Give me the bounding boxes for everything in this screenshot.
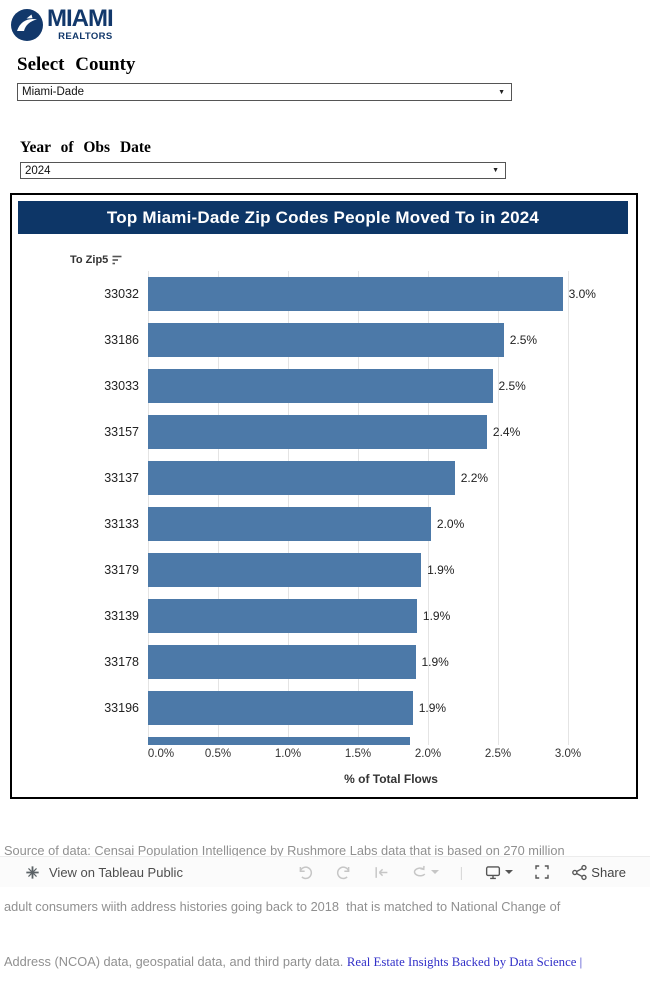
undo-icon [299, 865, 312, 879]
tableau-toolbar: View on Tableau Public [0, 856, 650, 887]
x-tick-label: 0.5% [204, 748, 232, 760]
bar[interactable] [148, 415, 487, 449]
column-header-label: To Zip5 [70, 254, 109, 266]
zip-code-label: 33137 [104, 471, 139, 485]
bar[interactable] [148, 369, 493, 403]
fullscreen-icon [535, 865, 549, 879]
tableau-logo-icon [26, 865, 39, 879]
insights-link[interactable]: Real Estate Insights Backed by Data Scie… [346, 955, 583, 969]
bar-value-label: 2.5% [498, 379, 526, 393]
bar-row: 33178 1.9% [12, 639, 634, 685]
zip-code-label: 33186 [104, 333, 139, 347]
bar-row: 33186 2.5% [12, 317, 634, 363]
bar-row [12, 731, 634, 745]
bar[interactable] [148, 737, 410, 745]
logo-sub-text: REALTORS [58, 31, 113, 42]
bar-row: 33139 1.9% [12, 593, 634, 639]
year-dropdown-value: 2024 [25, 164, 51, 177]
miami-realtors-logo-icon [11, 9, 43, 41]
column-header[interactable]: To Zip5 [70, 254, 123, 266]
bar-value-label: 2.2% [460, 471, 489, 485]
bar-value-label: 1.9% [418, 701, 447, 715]
refresh-button[interactable] [411, 864, 439, 881]
zip-code-label: 33157 [104, 425, 139, 439]
dropdown-caret-icon: ▼ [498, 88, 505, 96]
bar[interactable] [148, 553, 422, 587]
reset-icon [375, 866, 387, 878]
sort-descending-icon[interactable] [112, 255, 123, 265]
x-tick-label: 0.0% [147, 748, 175, 760]
undo-button[interactable] [297, 864, 314, 881]
bar-row: 33033 2.5% [12, 363, 634, 409]
chart-title: Top Miami-Dade Zip Codes People Moved To… [106, 207, 540, 227]
bar-row: 33179 1.9% [12, 547, 634, 593]
x-tick-label: 3.0% [554, 748, 582, 760]
bar-row: 33137 2.2% [12, 455, 634, 501]
download-icon [486, 865, 501, 879]
bar-row: 33032 3.0% [12, 271, 634, 317]
bar-value-label: 3.0% [568, 287, 596, 301]
view-on-tableau-public-label: View on Tableau Public [49, 864, 183, 880]
zip-code-label: 33178 [104, 655, 139, 669]
bar-value-label: 2.5% [509, 333, 538, 347]
bar[interactable] [148, 599, 417, 633]
refresh-caret-icon [430, 870, 439, 874]
chart-title-banner: Top Miami-Dade Zip Codes People Moved To… [18, 201, 628, 234]
chart-card: Top Miami-Dade Zip Codes People Moved To… [10, 193, 638, 799]
download-button[interactable] [484, 864, 514, 881]
view-on-tableau-public-button[interactable]: View on Tableau Public [24, 864, 183, 881]
source-note-line: Source of data: Censai Population Intell… [4, 843, 565, 858]
year-of-obs-date-label: Year of Obs Date [20, 139, 151, 156]
dropdown-caret-icon: ▼ [492, 167, 499, 174]
bar[interactable] [148, 461, 455, 495]
bar-value-label: 1.9% [427, 563, 455, 577]
x-tick-label: 2.0% [414, 748, 442, 760]
bar-rows: 33032 3.0% 33186 2.5% 33033 2.5% 33157 2.4% 3313… [12, 271, 634, 745]
year-dropdown[interactable]: 2024 ▼ [20, 162, 506, 179]
zip-code-label: 33033 [104, 379, 139, 393]
toolbar-separator: | [459, 864, 464, 880]
select-county-label: Select County [17, 54, 136, 75]
x-axis-title: % of Total Flows [344, 772, 438, 786]
refresh-icon [413, 865, 425, 877]
county-dropdown[interactable]: Miami-Dade ▼ [17, 83, 512, 101]
miami-realtors-logo: MIAMI REALTORS [10, 5, 114, 42]
x-tick-label: 2.5% [484, 748, 512, 760]
bar[interactable] [148, 507, 431, 541]
bar-value-label: 2.0% [436, 517, 465, 531]
fullscreen-button[interactable] [534, 864, 550, 880]
bar[interactable] [148, 323, 504, 357]
bar-row: 33133 2.0% [12, 501, 634, 547]
x-tick-label: 1.5% [344, 748, 372, 760]
share-label: Share [591, 864, 626, 880]
zip-code-label: 33179 [104, 563, 139, 577]
reset-button[interactable] [373, 864, 390, 881]
download-caret-icon [505, 870, 514, 874]
bar-value-label: 1.9% [421, 655, 449, 669]
zip-code-label: 33032 [104, 287, 139, 301]
bar[interactable] [148, 645, 416, 679]
redo-button[interactable] [335, 864, 352, 881]
bar-row: 33157 2.4% [12, 409, 634, 455]
county-dropdown-value: Miami-Dade [22, 86, 84, 98]
redo-icon [336, 865, 349, 879]
share-icon [572, 864, 587, 880]
source-note-line: Address (NCOA) data, geospatial data, an… [4, 953, 644, 972]
bar[interactable] [148, 691, 413, 725]
source-note: Source of data: Censai Population Intell… [4, 805, 644, 990]
x-axis: 0.0% 0.5% 1.0% 1.5% 2.0% 2.5% 3.0% [148, 748, 634, 764]
source-note-line: adult consumers wiith address histories … [4, 898, 561, 914]
share-button[interactable]: Share [571, 864, 626, 881]
bar-row: 33196 1.9% [12, 685, 634, 731]
bar-value-label: 2.4% [492, 425, 521, 439]
zip-code-label: 33139 [104, 609, 139, 623]
source-note-text: Address (NCOA) data, geospatial data, an… [4, 954, 347, 969]
bar-value-label: 1.9% [422, 609, 451, 623]
zip-code-label: 33133 [104, 517, 139, 531]
plot-area: 33032 3.0% 33186 2.5% 33033 2.5% 33157 2.4% 3313… [12, 271, 634, 745]
x-tick-label: 1.0% [274, 748, 302, 760]
bar[interactable] [148, 277, 563, 311]
logo-brand-text: MIAMI [47, 5, 114, 32]
zip-code-label: 33196 [104, 701, 139, 715]
